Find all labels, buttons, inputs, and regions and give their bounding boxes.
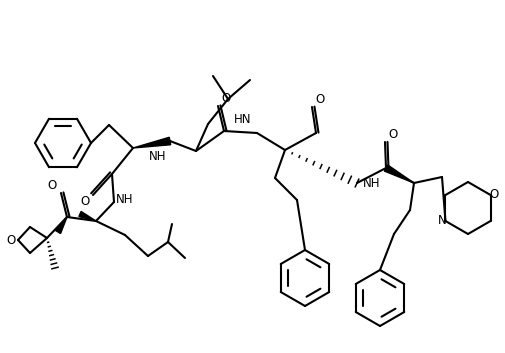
Polygon shape <box>384 165 413 183</box>
Text: O: O <box>221 92 230 106</box>
Polygon shape <box>56 217 67 234</box>
Text: HN: HN <box>234 114 251 126</box>
Text: NH: NH <box>149 150 167 163</box>
Text: O: O <box>315 94 324 107</box>
Text: O: O <box>388 128 397 142</box>
Text: N: N <box>437 215 446 227</box>
Text: O: O <box>47 179 57 192</box>
Polygon shape <box>79 211 96 221</box>
Text: O: O <box>488 189 497 202</box>
Text: O: O <box>7 233 16 246</box>
Text: NH: NH <box>116 193 133 207</box>
Text: O: O <box>80 196 89 209</box>
Text: NH: NH <box>363 178 380 191</box>
Polygon shape <box>133 137 170 148</box>
